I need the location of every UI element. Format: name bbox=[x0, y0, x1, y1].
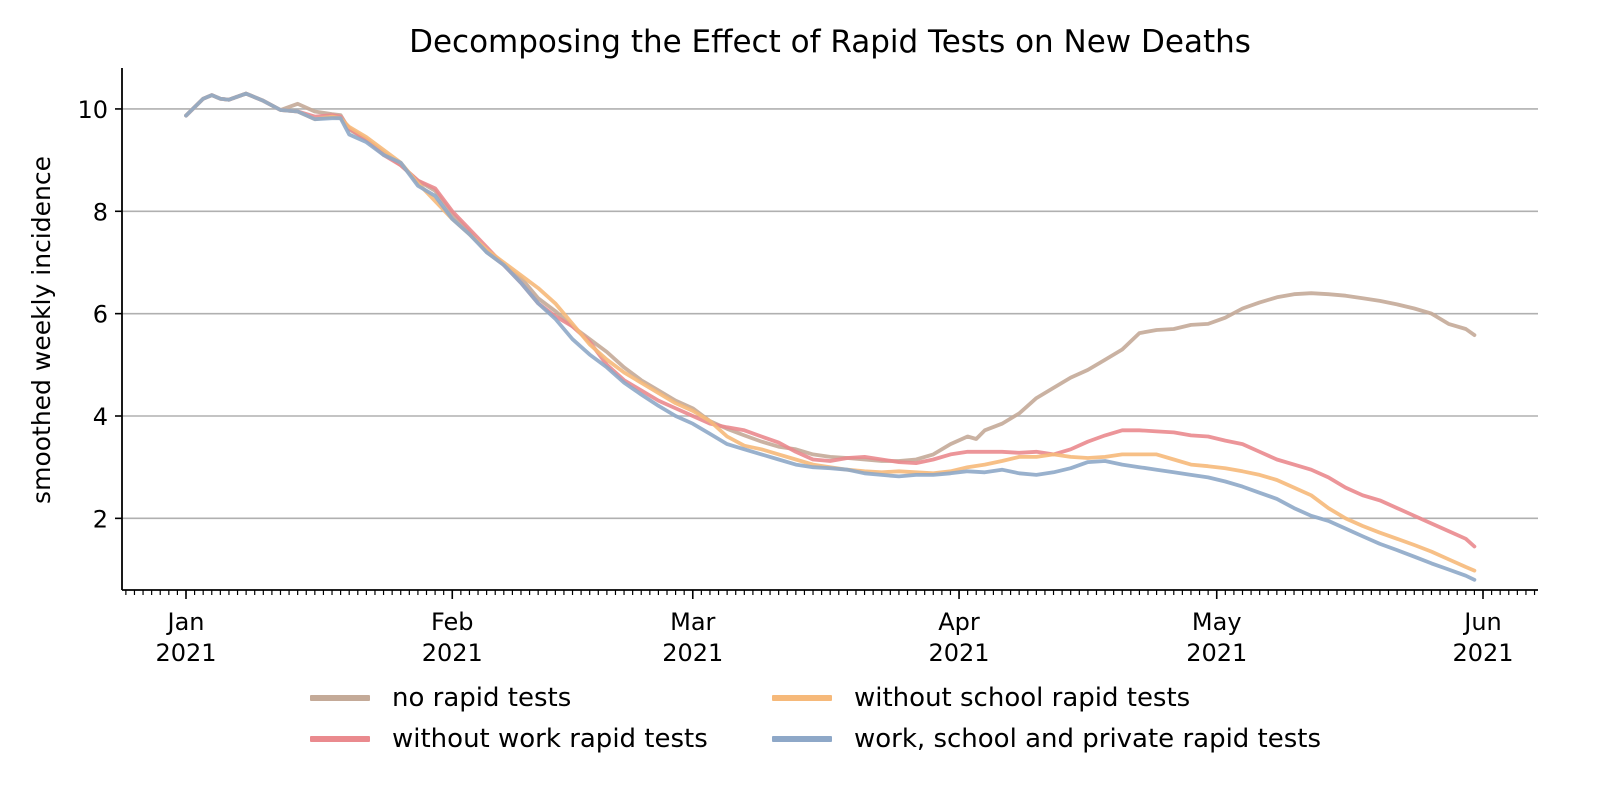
x-tick-label-4-0: May bbox=[1192, 608, 1242, 636]
y-axis-label: smoothed weekly incidence bbox=[27, 156, 56, 504]
legend-label-all-rapid-tests: work, school and private rapid tests bbox=[854, 724, 1321, 754]
legend-label-no-rapid-tests: no rapid tests bbox=[392, 683, 571, 713]
legend-label-without-school: without school rapid tests bbox=[854, 683, 1190, 713]
series-lines bbox=[186, 94, 1474, 580]
y-tick-label-4: 4 bbox=[93, 403, 108, 431]
y-ticks: 2 4 6 8 10 bbox=[77, 96, 122, 533]
x-tick-label-3-1: 2021 bbox=[929, 639, 990, 667]
legend-item-without-work: without work rapid tests bbox=[310, 721, 708, 757]
chart-title: Decomposing the Effect of Rapid Tests on… bbox=[409, 24, 1251, 60]
y-tick-label-10: 10 bbox=[77, 96, 108, 124]
legend-item-all-rapid-tests: work, school and private rapid tests bbox=[772, 721, 1321, 757]
legend-swatch-no-rapid-tests bbox=[310, 695, 370, 701]
x-tick-label-1-1: 2021 bbox=[422, 639, 483, 667]
x-tick-label-1-0: Feb bbox=[431, 608, 474, 636]
x-tick-label-5-0: Jun bbox=[1462, 608, 1502, 636]
y-tick-label-6: 6 bbox=[93, 301, 108, 329]
legend: no rapid tests without work rapid tests … bbox=[310, 680, 1410, 780]
legend-swatch-without-school bbox=[772, 695, 832, 701]
series-line-1 bbox=[186, 94, 1474, 547]
y-tick-label-8: 8 bbox=[93, 198, 108, 226]
series-line-3 bbox=[186, 94, 1474, 580]
x-tick-label-5-1: 2021 bbox=[1452, 639, 1513, 667]
legend-item-no-rapid-tests: no rapid tests bbox=[310, 680, 571, 716]
legend-swatch-without-work bbox=[310, 736, 370, 742]
x-tick-label-0-1: 2021 bbox=[155, 639, 216, 667]
legend-swatch-all-rapid-tests bbox=[772, 736, 832, 742]
x-ticks: Jan 2021 Feb 2021 Mar 2021 Apr 2021 May 2021 Jun 20… bbox=[126, 590, 1535, 667]
x-tick-label-0-0: Jan bbox=[166, 608, 205, 636]
x-tick-label-2-0: Mar bbox=[670, 608, 715, 636]
x-tick-label-4-1: 2021 bbox=[1186, 639, 1247, 667]
legend-item-without-school: without school rapid tests bbox=[772, 680, 1190, 716]
legend-label-without-work: without work rapid tests bbox=[392, 724, 708, 754]
axes bbox=[122, 68, 1538, 590]
x-tick-label-3-0: Apr bbox=[938, 608, 980, 636]
y-tick-label-2: 2 bbox=[93, 505, 108, 533]
x-tick-label-2-1: 2021 bbox=[662, 639, 723, 667]
